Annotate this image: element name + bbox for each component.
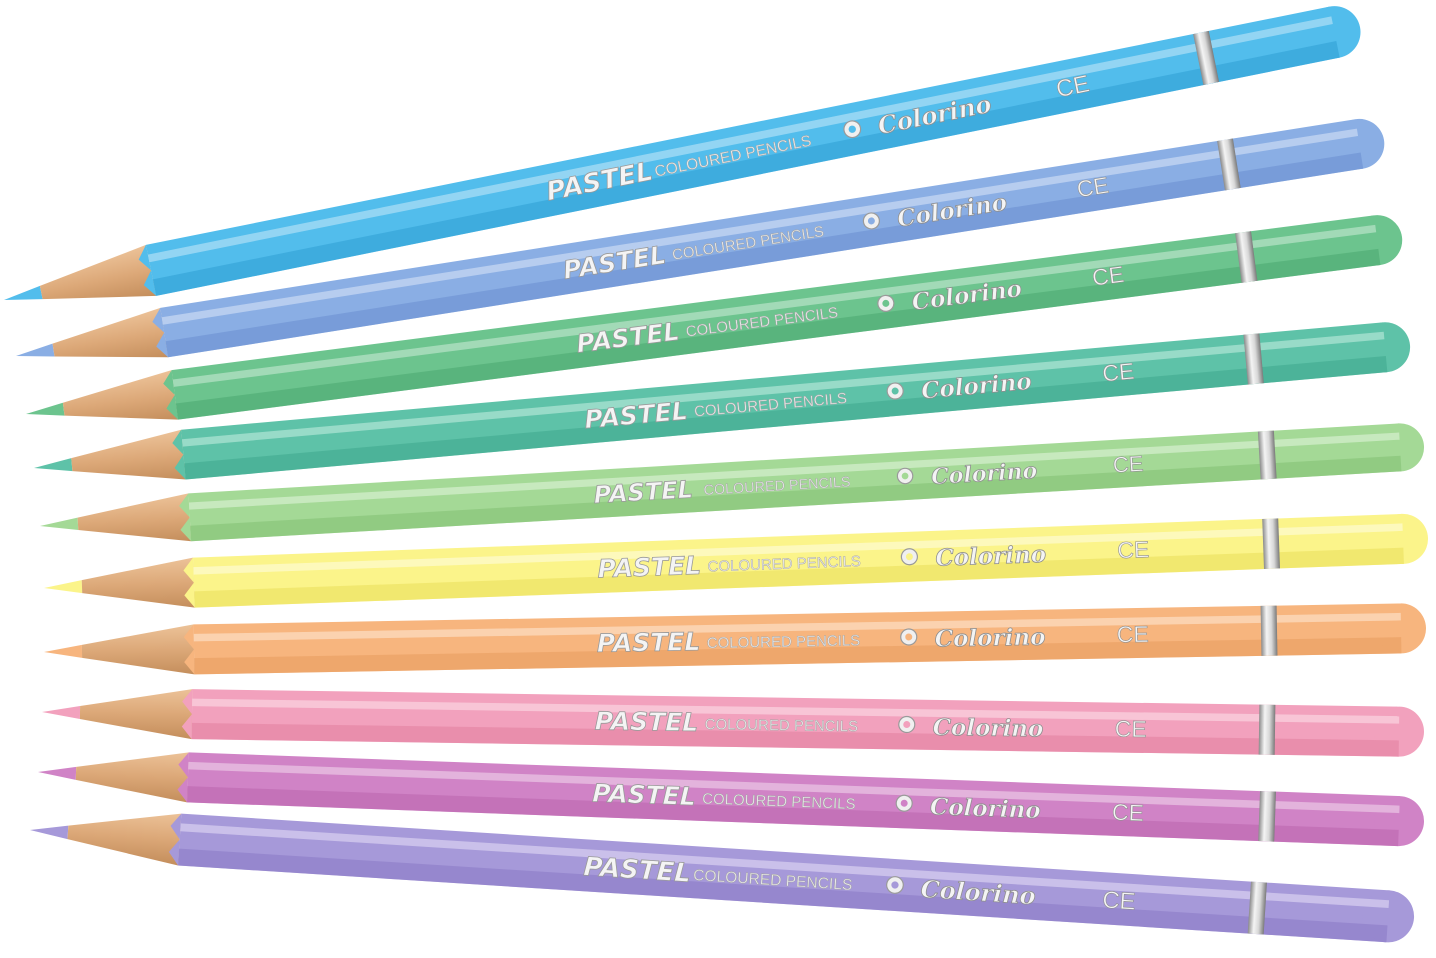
brand-word: PASTEL	[595, 707, 699, 737]
pencil-7: PASTEL COLOURED PENCILS Colorino CE	[44, 603, 1427, 675]
colorino-logo: Colorino	[935, 541, 1047, 572]
ce-mark: CE	[1117, 621, 1149, 648]
brand-word: PASTEL	[593, 475, 694, 509]
ce-mark: CE	[1112, 799, 1145, 826]
pencil-10: PASTEL COLOURED PENCILS Colorino CE	[30, 813, 1415, 943]
pencils-group: PASTEL COLOURED PENCILS Colorino CE PASTEL CO…	[4, 6, 1429, 943]
ferrule-band	[1262, 518, 1280, 569]
pencil-9: PASTEL COLOURED PENCILS Colorino CE	[38, 752, 1425, 847]
ferrule-band	[1217, 138, 1241, 191]
wood-cone	[77, 493, 192, 542]
ce-mark: CE	[1091, 261, 1126, 291]
lead-tip	[40, 517, 79, 531]
ce-mark: CE	[1075, 172, 1111, 203]
wood-cone	[62, 370, 178, 420]
pencil-6: PASTEL COLOURED PENCILS Colorino CE	[44, 513, 1429, 608]
ferrule-band	[1193, 30, 1220, 86]
brand-word: PASTEL	[583, 852, 692, 889]
wood-cone	[75, 752, 189, 803]
colorino-logo: Colorino	[930, 793, 1042, 824]
brand-word: PASTEL	[597, 627, 701, 658]
brand-word: PASTEL	[583, 396, 689, 434]
ferrule-band	[1235, 231, 1258, 283]
colorino-logo: Colorino	[933, 714, 1044, 743]
ferrule-band	[1243, 333, 1264, 385]
ce-mark: CE	[1117, 536, 1150, 563]
wood-cone	[67, 813, 182, 866]
pencil-5: PASTEL COLOURED PENCILS Colorino CE	[40, 423, 1425, 542]
brand-word: PASTEL	[597, 551, 701, 584]
wood-cone	[81, 624, 195, 675]
pencil-8: PASTEL COLOURED PENCILS Colorino CE	[42, 689, 1425, 757]
lead-tip	[30, 825, 69, 840]
wood-cone	[52, 307, 169, 358]
wood-cone	[81, 557, 195, 608]
wood-cone	[79, 689, 193, 740]
ferrule-band	[1258, 791, 1276, 842]
product-label: COLOURED PENCILS	[707, 553, 861, 576]
lead-tip	[26, 402, 65, 416]
lead-tip	[38, 766, 77, 780]
product-label: COLOURED PENCILS	[702, 790, 856, 813]
ce-mark: CE	[1102, 887, 1137, 916]
ce-mark: CE	[1112, 451, 1144, 478]
product-label: COLOURED PENCILS	[707, 632, 861, 652]
product-label: COLOURED PENCILS	[705, 716, 859, 735]
lead-tip	[34, 458, 73, 472]
ce-mark: CE	[1115, 716, 1147, 742]
brand-word: PASTEL	[592, 779, 696, 812]
wood-cone	[39, 244, 157, 300]
lead-tip	[16, 343, 55, 357]
ferrule-band	[1247, 881, 1267, 935]
wood-cone	[71, 429, 186, 480]
ce-mark: CE	[1101, 358, 1135, 387]
lead-tip	[4, 285, 43, 300]
ferrule-band	[1257, 430, 1277, 480]
lead-tip	[44, 644, 83, 658]
lead-tip	[42, 706, 81, 720]
ferrule-band	[1260, 605, 1278, 656]
lead-tip	[44, 580, 83, 594]
colorino-logo: Colorino	[935, 624, 1046, 653]
ferrule-band	[1258, 704, 1276, 755]
